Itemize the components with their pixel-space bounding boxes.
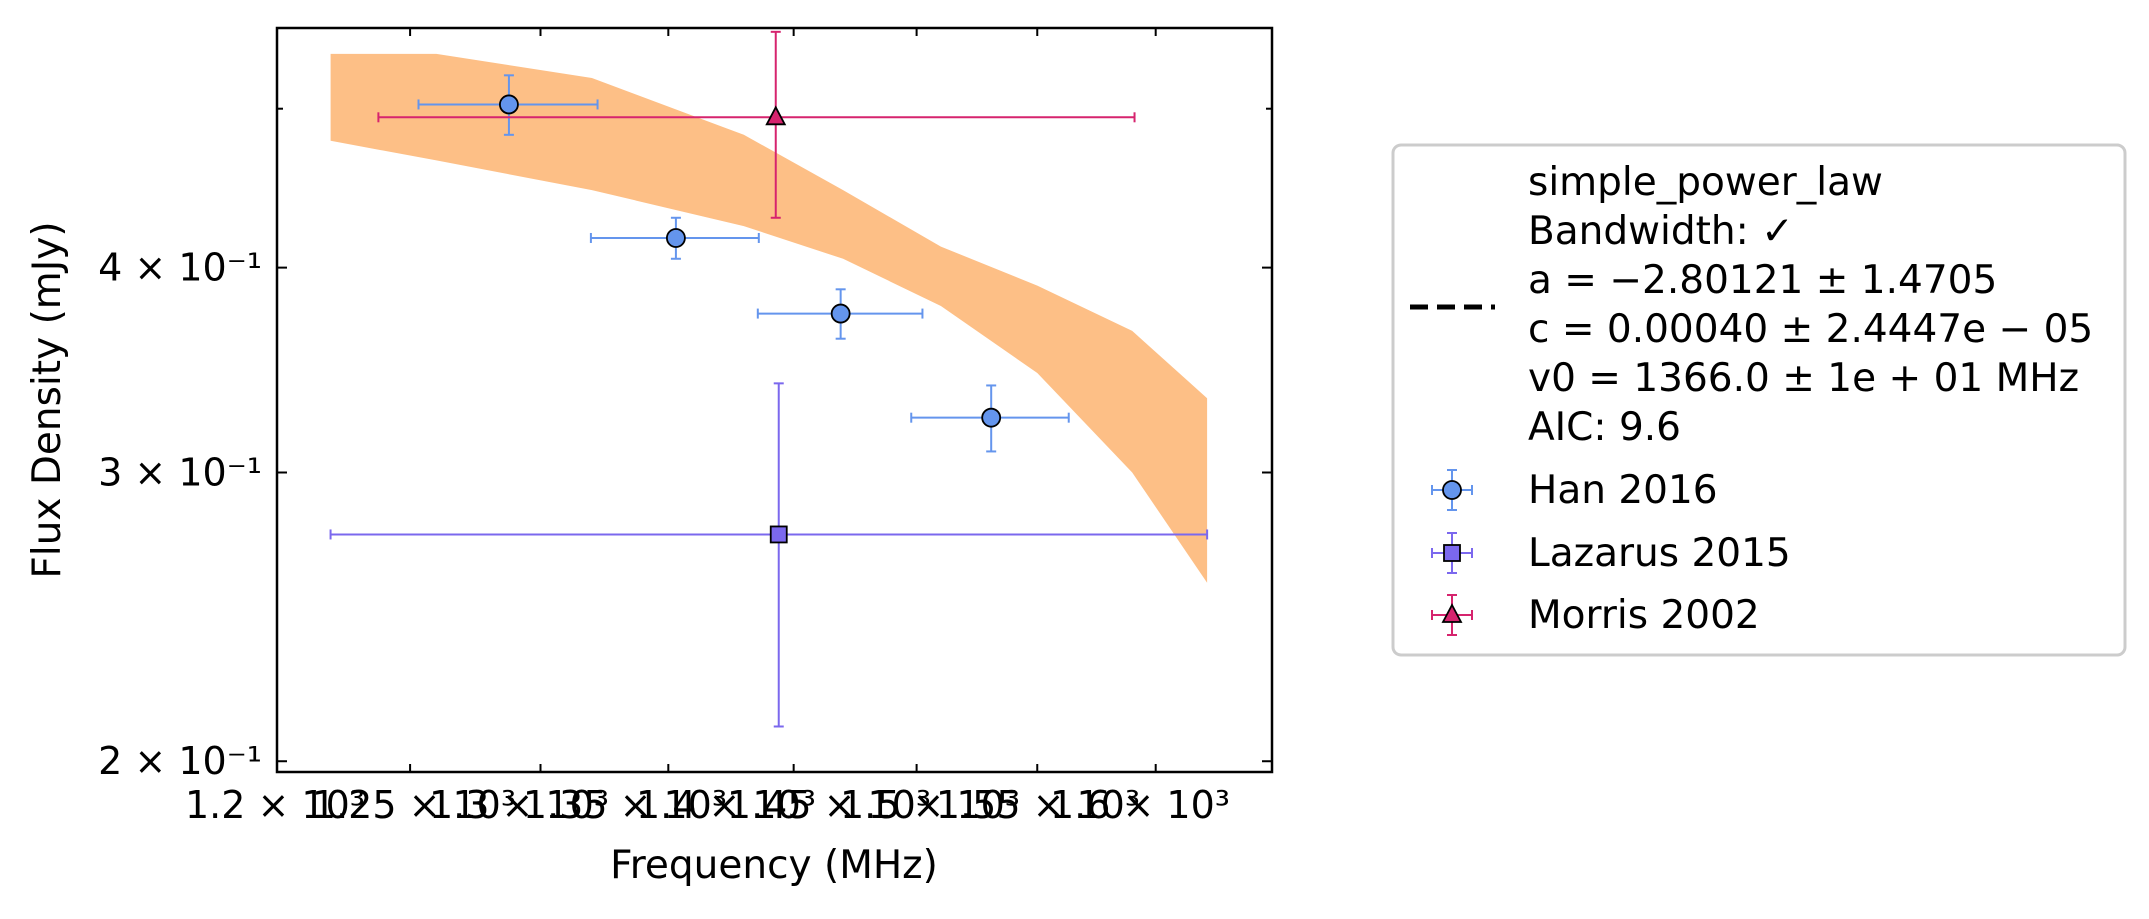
legend-fit-label-line: a = −2.80121 ± 1.4705 bbox=[1528, 258, 1997, 303]
x-axis-title: Frequency (MHz) bbox=[610, 843, 938, 888]
legend-marker bbox=[1443, 544, 1461, 562]
legend-fit-label-line: AIC: 9.6 bbox=[1528, 405, 1681, 450]
legend-entry: Lazarus 2015 bbox=[1431, 531, 1791, 576]
fit-uncertainty-band bbox=[330, 53, 1208, 583]
data-point bbox=[499, 94, 519, 115]
legend-label: Lazarus 2015 bbox=[1528, 531, 1791, 576]
legend-box bbox=[1391, 143, 2127, 657]
data-point bbox=[830, 303, 851, 324]
series-morris-2002 bbox=[377, 30, 1136, 219]
x-tick-label: 1.2 × 10³ bbox=[185, 783, 365, 827]
x-tick-label: 1.4 × 10³ bbox=[636, 783, 816, 827]
legend-entry: Han 2016 bbox=[1431, 468, 1718, 513]
legend-fit-label-line: simple_power_law bbox=[1528, 160, 1883, 205]
data-point bbox=[666, 228, 686, 248]
y-tick-label: 3 × 10⁻¹ bbox=[98, 450, 262, 494]
x-tick-label: 1.6 × 10³ bbox=[1050, 783, 1230, 827]
series-han-2016 bbox=[417, 74, 1070, 453]
x-tick-label: 1.5 × 10³ bbox=[840, 783, 1020, 827]
y-axis-title: Flux Density (mJy) bbox=[25, 221, 70, 578]
data-point bbox=[765, 105, 787, 126]
y-tick-label: 2 × 10⁻¹ bbox=[98, 739, 262, 783]
legend-fit-label-line: c = 0.00040 ± 2.4447e − 05 bbox=[1528, 307, 2093, 352]
data-point bbox=[769, 525, 788, 544]
x-tick-label: 1.35 × 10³ bbox=[523, 783, 727, 827]
x-tick-label: 1.3 × 10³ bbox=[429, 783, 609, 827]
legend-fit-label-line: v0 = 1366.0 ± 1e + 01 MHz bbox=[1528, 356, 2079, 401]
legend-label: Morris 2002 bbox=[1528, 593, 1760, 638]
legend-entry: Morris 2002 bbox=[1431, 593, 1760, 638]
data-point bbox=[981, 407, 1002, 428]
plot-frame bbox=[275, 26, 1274, 774]
x-tick-label: 1.25 × 10³ bbox=[312, 783, 516, 827]
legend-marker bbox=[1441, 603, 1463, 623]
legend-marker bbox=[1442, 480, 1462, 500]
legend-fit-label-line: Bandwidth: ✓ bbox=[1528, 209, 1794, 254]
x-tick-label: 1.55 × 10³ bbox=[936, 783, 1140, 827]
x-tick-label: 1.45 × 10³ bbox=[727, 783, 931, 827]
series-lazarus-2015 bbox=[329, 382, 1209, 728]
legend-label: Han 2016 bbox=[1528, 468, 1718, 513]
y-tick-label: 4 × 10⁻¹ bbox=[98, 246, 262, 290]
